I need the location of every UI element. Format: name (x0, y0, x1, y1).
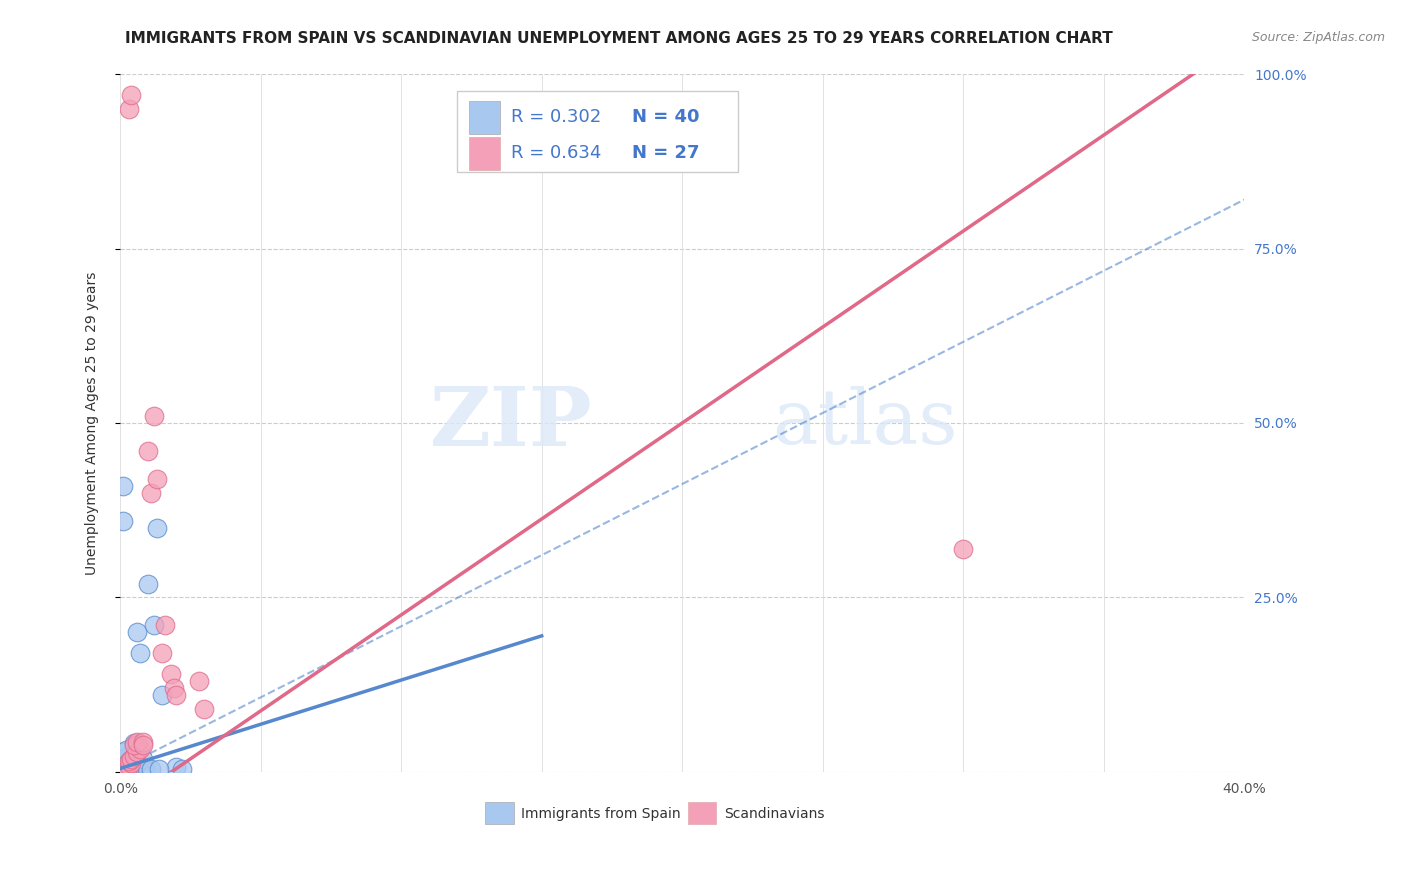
FancyBboxPatch shape (688, 802, 716, 824)
Point (111, 759, 134, 773)
Point (120, 752, 142, 766)
Point (131, 752, 153, 766)
Point (153, 618, 176, 632)
Text: Scandinavians: Scandinavians (724, 807, 824, 821)
Text: ZIP: ZIP (430, 383, 592, 463)
Point (125, 625, 148, 640)
Point (111, 764, 134, 779)
Point (170, 762, 193, 776)
Point (111, 764, 134, 778)
Text: R = 0.634: R = 0.634 (512, 144, 602, 161)
Point (145, 521, 167, 535)
Point (131, 739, 153, 753)
Point (117, 756, 139, 770)
FancyBboxPatch shape (457, 92, 738, 172)
Point (125, 756, 148, 770)
Point (159, 667, 181, 681)
Point (114, 749, 136, 764)
Text: Immigrants from Spain: Immigrants from Spain (522, 807, 681, 821)
Point (165, 688, 187, 702)
Point (111, 763, 134, 777)
Point (148, 762, 170, 776)
Point (952, 541, 974, 556)
Point (122, 758, 145, 772)
Point (120, 756, 142, 770)
Point (117, 102, 139, 116)
Point (150, 688, 173, 702)
Y-axis label: Unemployment Among Ages 25 to 29 years: Unemployment Among Ages 25 to 29 years (86, 271, 100, 574)
Point (131, 735, 153, 749)
Point (139, 762, 162, 776)
Point (122, 748, 145, 763)
Point (111, 762, 134, 776)
Point (117, 762, 139, 776)
Point (150, 646, 173, 660)
Point (142, 618, 165, 632)
FancyBboxPatch shape (468, 101, 501, 134)
FancyBboxPatch shape (485, 802, 513, 824)
Point (111, 758, 134, 772)
Point (120, 754, 142, 768)
Point (136, 444, 159, 458)
Text: atlas: atlas (772, 386, 957, 460)
Text: R = 0.302: R = 0.302 (512, 108, 602, 126)
FancyBboxPatch shape (468, 136, 501, 170)
Point (125, 739, 148, 753)
Point (128, 646, 150, 660)
Text: IMMIGRANTS FROM SPAIN VS SCANDINAVIAN UNEMPLOYMENT AMONG AGES 25 TO 29 YEARS COR: IMMIGRANTS FROM SPAIN VS SCANDINAVIAN UN… (125, 31, 1112, 46)
Point (111, 752, 134, 766)
Point (145, 472, 167, 486)
Point (122, 739, 145, 753)
Point (128, 742, 150, 756)
Point (125, 735, 148, 749)
Point (117, 758, 139, 772)
Point (114, 762, 136, 776)
Text: N = 27: N = 27 (631, 144, 699, 161)
Point (114, 761, 136, 775)
Point (122, 749, 145, 764)
Text: N = 40: N = 40 (631, 108, 699, 126)
Point (125, 746, 148, 760)
Point (134, 762, 156, 776)
Point (136, 576, 159, 591)
Point (114, 764, 136, 779)
Point (162, 681, 184, 696)
Point (193, 702, 215, 716)
Point (117, 758, 139, 772)
Point (120, 760, 142, 774)
Point (120, 87, 142, 102)
Point (142, 409, 165, 423)
Point (122, 736, 145, 750)
Point (111, 514, 134, 528)
Point (187, 674, 209, 689)
Point (111, 479, 134, 493)
Point (114, 760, 136, 774)
Point (114, 763, 136, 777)
Point (117, 754, 139, 768)
Text: Source: ZipAtlas.com: Source: ZipAtlas.com (1251, 31, 1385, 45)
Point (111, 746, 134, 760)
Point (114, 742, 136, 756)
Point (117, 764, 139, 778)
Point (111, 762, 134, 776)
Point (114, 756, 136, 771)
Point (165, 760, 187, 774)
Point (139, 485, 162, 500)
